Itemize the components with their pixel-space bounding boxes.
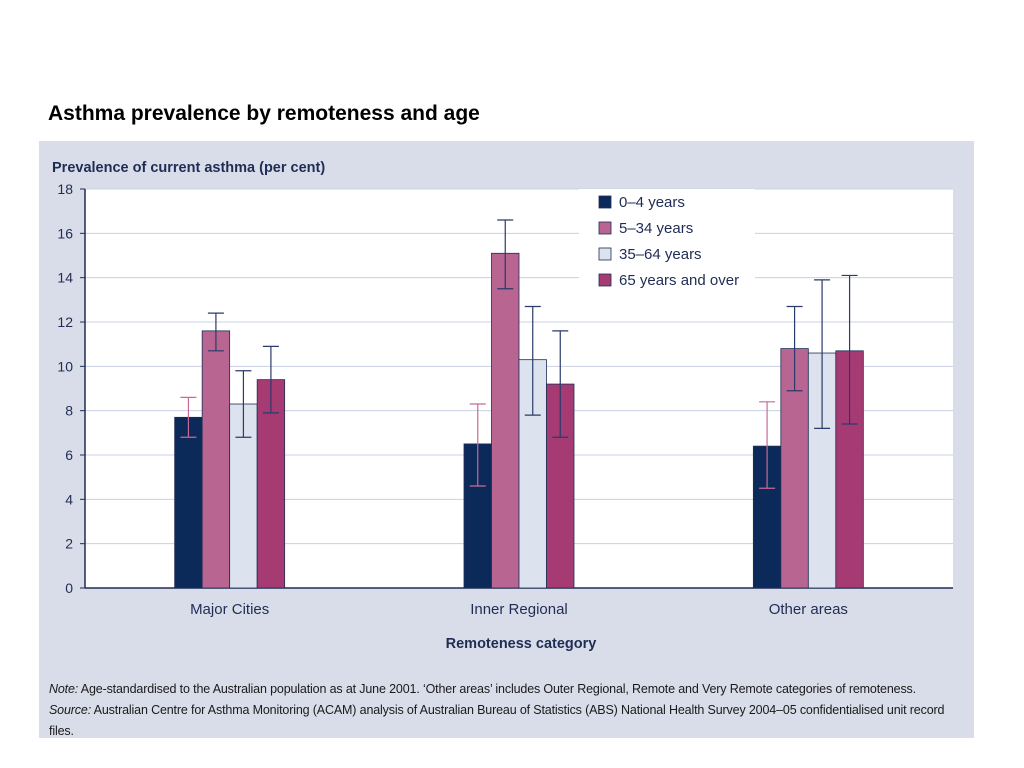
- y-axis-title: Prevalence of current asthma (per cent): [52, 160, 325, 176]
- note-line: Note: Age-standardised to the Australian…: [49, 679, 964, 700]
- note-label: Note:: [49, 682, 79, 696]
- y-tick-label: 10: [57, 358, 73, 374]
- note-text: Age-standardised to the Australian popul…: [80, 682, 916, 696]
- legend-label: 5–34 years: [619, 220, 693, 237]
- chart-panel: 0 2 4 6 8 10 12 14 16 18 Major Cities Inner Regiona…: [39, 141, 974, 738]
- legend-label: 0–4 years: [619, 194, 685, 211]
- x-tick-label: Other areas: [769, 601, 848, 618]
- source-text: Australian Centre for Asthma Monitoring …: [49, 703, 945, 738]
- chart-notes: Note: Age-standardised to the Australian…: [49, 679, 964, 742]
- y-tick-label: 0: [65, 580, 73, 596]
- y-tick-label: 16: [57, 225, 73, 241]
- source-label: Source:: [49, 703, 92, 717]
- bar: [174, 416, 203, 589]
- bar: [491, 252, 520, 589]
- source-line: Source: Australian Centre for Asthma Mon…: [49, 700, 964, 742]
- y-tick-label: 8: [65, 403, 73, 419]
- x-tick-label: Inner Regional: [470, 601, 568, 618]
- bar: [201, 330, 231, 589]
- y-tick-label: 18: [57, 181, 73, 197]
- x-tick-label: Major Cities: [190, 601, 269, 618]
- legend-swatch: [598, 221, 612, 235]
- bar: [256, 379, 286, 589]
- legend-label: 65 years and over: [619, 272, 739, 289]
- legend-label: 35–64 years: [619, 246, 702, 263]
- legend-swatch: [598, 195, 612, 209]
- slide-title: Asthma prevalence by remoteness and age: [48, 102, 480, 125]
- bar-chart: 0 2 4 6 8 10 12 14 16 18 Major Cities Inner Regiona…: [52, 160, 953, 652]
- y-tick-label: 14: [57, 270, 73, 286]
- y-tick-label: 6: [65, 447, 73, 463]
- y-tick-label: 4: [65, 491, 73, 507]
- bar: [807, 352, 837, 589]
- y-tick-label: 12: [57, 314, 73, 330]
- x-axis-title: Remoteness category: [446, 636, 597, 652]
- legend-swatch: [598, 273, 612, 287]
- y-tick-label: 2: [65, 536, 73, 552]
- legend-swatch: [598, 247, 612, 261]
